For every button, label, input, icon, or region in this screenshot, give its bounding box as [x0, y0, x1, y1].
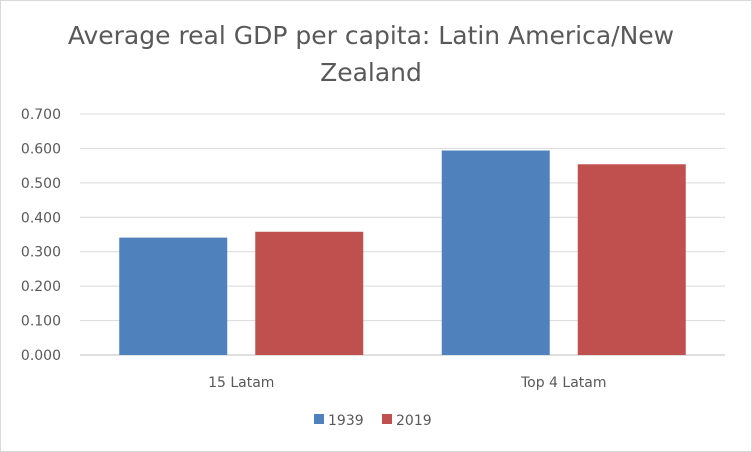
y-tick-label: 0.400 [21, 210, 61, 226]
x-tick-label: 15 Latam [208, 375, 274, 391]
legend-label-2019: 2019 [396, 413, 432, 429]
bar-1939-top-4-latam [441, 150, 550, 355]
chart-title: Average real GDP per capita: Latin Ameri… [67, 21, 675, 87]
y-tick-label: 0.300 [21, 245, 61, 261]
y-tick-label: 0.700 [21, 107, 61, 123]
legend-label-1939: 1939 [328, 413, 364, 429]
y-tick-label: 0.600 [21, 141, 61, 157]
legend-swatch-1939 [314, 414, 324, 424]
y-tick-label: 0.000 [21, 348, 61, 364]
y-tick-label: 0.500 [21, 176, 61, 192]
bar-2019-top-4-latam [577, 164, 686, 355]
legend-swatch-2019 [382, 414, 392, 424]
bar-1939-15-latam [119, 237, 228, 355]
y-tick-label: 0.200 [21, 279, 61, 295]
x-tick-label: Top 4 Latam [520, 375, 607, 391]
bar-2019-15-latam [255, 231, 364, 355]
y-tick-label: 0.100 [21, 314, 61, 330]
